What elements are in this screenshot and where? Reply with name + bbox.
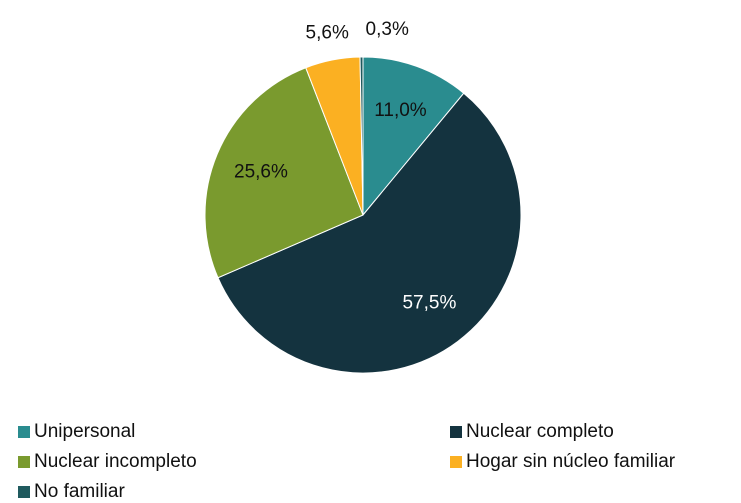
legend-swatch [18, 486, 30, 498]
legend-swatch [18, 456, 30, 468]
pie-slice [362, 56, 465, 217]
legend-swatch [450, 456, 462, 468]
legend-label: Unipersonal [34, 421, 135, 442]
data-label: 5,6% [306, 23, 349, 44]
pie-slice [359, 56, 364, 216]
data-label: 25,6% [234, 161, 288, 182]
legend-label: No familiar [34, 481, 125, 502]
legend-label: Nuclear incompleto [34, 451, 197, 472]
pie-slice [217, 92, 522, 374]
pie-slice [204, 67, 364, 279]
data-label: 57,5% [402, 292, 456, 313]
legend-label: Nuclear completo [466, 421, 614, 442]
legend-swatch [18, 426, 30, 438]
legend-label: Hogar sin núcleo familiar [466, 451, 676, 472]
data-label: 11,0% [374, 100, 427, 121]
legend-swatch [450, 426, 462, 438]
data-label: 0,3% [366, 19, 409, 40]
